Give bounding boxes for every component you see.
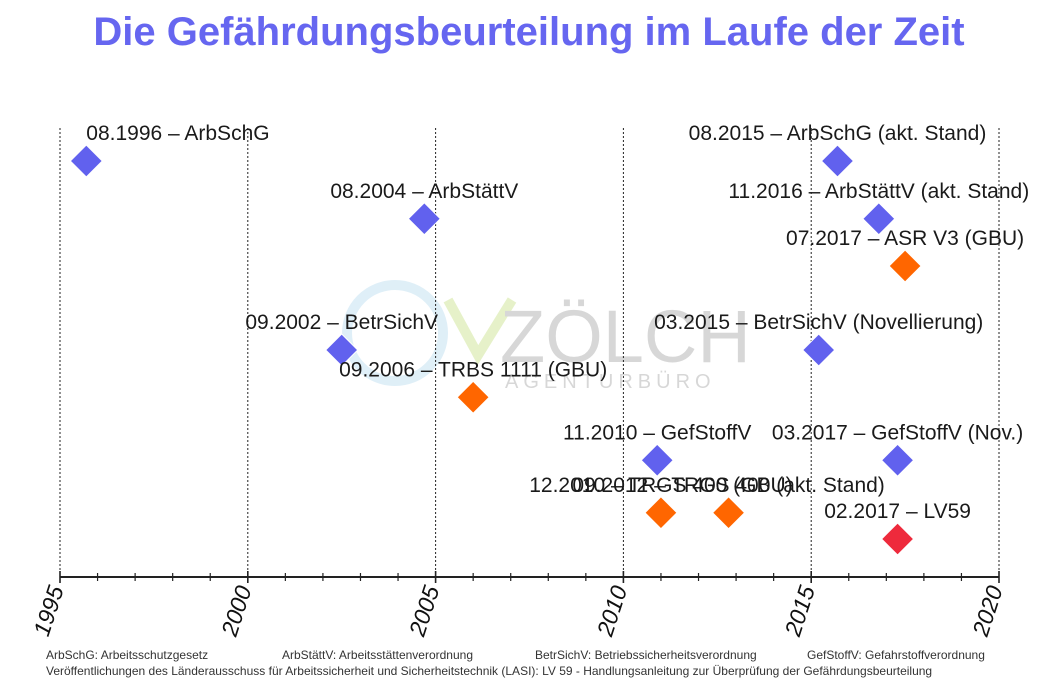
x-tick-label-2010: 2010 [591,582,632,640]
point-label-0-3: 08.2015 – ArbSchG (akt. Stand) [689,122,987,145]
point-0-6 [640,443,674,477]
x-tick-label-2000: 2000 [216,582,257,640]
abbreviation-row: ArbSchG: Arbeitsschutzgesetz ArbStättV: A… [46,647,1046,663]
point-0-4 [862,202,896,236]
point-0-7 [880,443,915,477]
point-2-0 [880,522,915,556]
point-label-0-1: 08.2004 – ArbStättV [330,180,518,203]
watermark-text: ZÖLCH [500,295,751,378]
watermark-check-icon [443,297,517,365]
point-1-2 [644,496,678,530]
point-0-0 [69,144,103,178]
watermark-ring-icon [342,280,448,386]
x-tick-label-2005: 2005 [404,582,445,640]
point-1-3 [711,496,746,530]
x-tick-label-2020: 2020 [967,582,1008,640]
point-label-0-5: 03.2015 – BetrSichV (Novellierung) [654,311,983,334]
x-tick-label-1995: 1995 [28,582,69,639]
abbr-gefstoffv: GefStoffV: Gefahrstoffverordnung [807,648,985,662]
point-label-0-6: 11.2010 – GefStoffV [563,421,751,444]
point-1-1 [456,380,490,414]
x-tick-label-2015: 2015 [779,582,820,640]
watermark-logo: ZÖLCH AGENTURBÜRO [342,280,751,393]
data-labels: 08.1996 – ArbSchG 08.2004 – ArbStättV 09.2… [86,122,1029,523]
source-note: Veröffentlichungen des Länderausschuss f… [46,664,933,678]
point-label-1-0: 07.2017 – ASR V3 (GBU) [786,227,1024,250]
point-0-1 [407,202,442,236]
point-label-1-1: 09.2006 – TRBS 1111 (GBU) [339,358,607,381]
watermark-subtext: AGENTURBÜRO [505,371,716,393]
chart-title: Die Gefährdungsbeurteilung im Laufe der … [93,10,965,54]
abbr-arbstaettv: ArbStättV: Arbeitsstättenverordnung [282,648,473,662]
point-0-2 [324,333,359,367]
point-label-2-0: 02.2017 – LV59 [824,500,971,523]
point-label-0-4: 11.2016 – ArbStättV (akt. Stand) [728,180,1029,203]
point-0-3 [820,144,855,178]
data-points [69,144,922,556]
point-label-0-0: 08.1996 – ArbSchG [86,122,269,145]
point-label-0-7: 03.2017 – GefStoffV (Nov.) [772,421,1023,444]
point-label-1-3: 09.2012 – TRGS 400 (akt. Stand) [572,474,884,497]
point-0-5 [802,333,836,367]
abbr-arbschg: ArbSchG: Arbeitsschutzgesetz [46,648,209,662]
x-axis: 1995 2000 2005 2010 2015 2020 [28,571,1008,640]
footnotes: ArbSchG: Arbeitsschutzgesetz ArbStättV: A… [46,647,1046,679]
point-label-0-2: 09.2002 – BetrSichV [245,311,438,334]
point-1-0 [888,249,922,283]
point-label-1-2: 12.2010 – TRGS 400 (GBU) [529,474,792,497]
abbr-betrsichv: BetrSichV: Betriebssicherheitsverordnung [535,648,757,662]
